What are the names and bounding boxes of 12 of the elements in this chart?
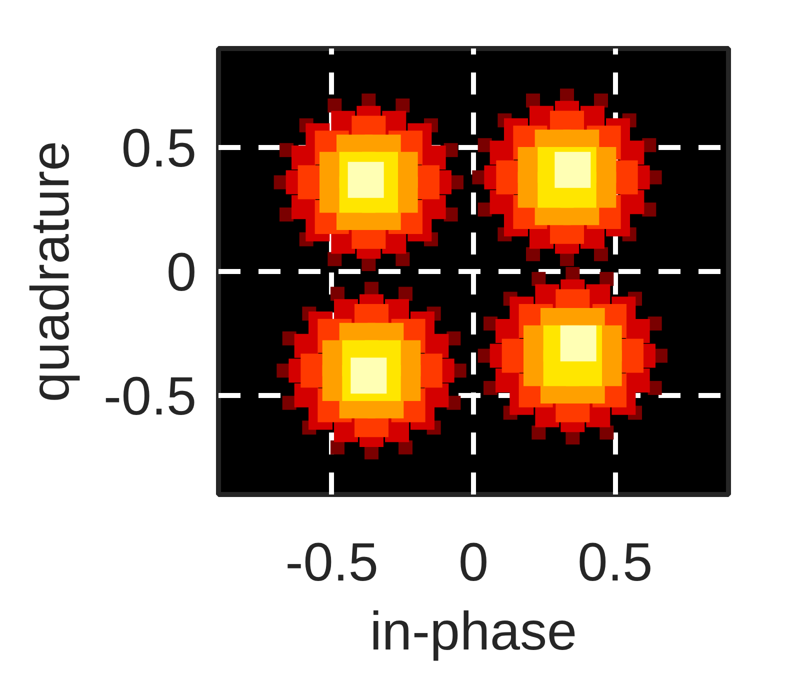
y-tick-label: 0.5 — [121, 118, 197, 179]
point — [560, 325, 596, 362]
x-axis-title: in-phase — [370, 602, 578, 662]
point — [554, 152, 591, 188]
x-tick-label: -0.5 — [285, 532, 378, 592]
y-tick-label: -0.5 — [103, 366, 197, 426]
point — [350, 358, 387, 394]
y-axis-title: quadrature — [20, 140, 80, 402]
x-tick-label: 0.5 — [578, 532, 653, 592]
y-tick-label: 0 — [166, 242, 197, 302]
point — [348, 162, 384, 198]
x-tick-label: 0 — [458, 532, 489, 592]
